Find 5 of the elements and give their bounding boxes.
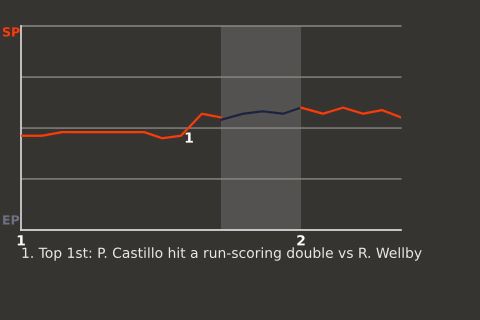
- x-tick-label: 2: [297, 235, 305, 246]
- text: EP: [3, 215, 20, 224]
- text: 1. Top 1st: P. Castillo hit a run-scoring double vs R. Wellby: [22, 247, 422, 261]
- annotation: 1: [186, 132, 193, 143]
- text: SP: [2, 27, 20, 37]
